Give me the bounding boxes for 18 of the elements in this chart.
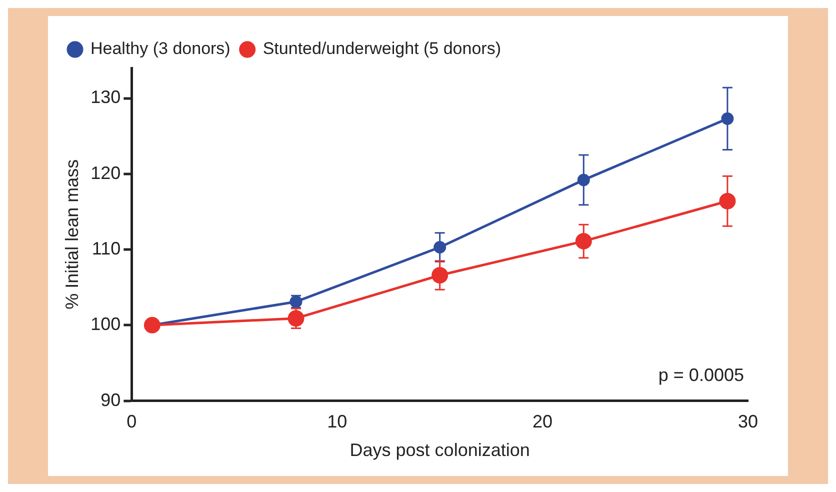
x-tick-label: 20 [532,412,553,432]
x-axis-title: Days post colonization [350,440,530,460]
point [288,310,304,327]
x-tick-label: 0 [126,412,137,432]
x-tick-label: 10 [327,412,348,432]
legend-label: Stunted/underweight (5 donors) [262,39,501,58]
legend-label: Healthy (3 donors) [90,39,230,58]
y-tick-label: 130 [90,87,121,108]
y-tick-label: 90 [100,390,121,410]
annotation: p = 0.0005 [658,364,744,385]
point [575,232,592,250]
y-tick-label: 120 [90,162,121,183]
point [432,266,448,284]
point [719,192,736,210]
y-tick-label: 110 [92,238,121,258]
y-axis-title: % Initial lean mass [62,159,82,310]
x-tick-label: 30 [738,412,758,432]
y-tick-label: 100 [90,314,121,334]
